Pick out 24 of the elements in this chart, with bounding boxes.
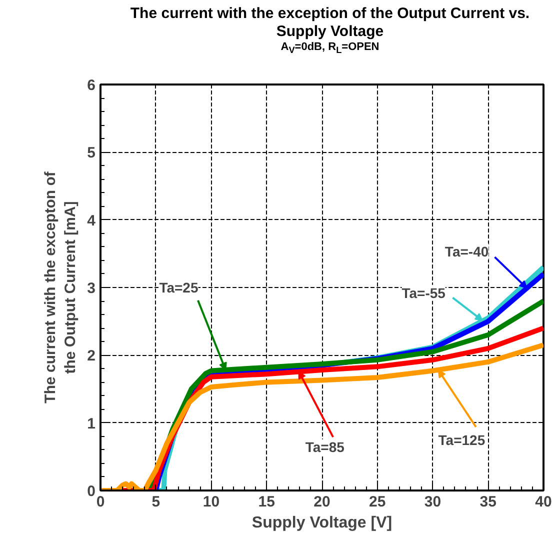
y-tick-label: 4 bbox=[87, 212, 96, 230]
y-tick-label: 2 bbox=[87, 348, 96, 365]
y-tick-label: 3 bbox=[87, 280, 96, 297]
x-tick-label: 10 bbox=[202, 494, 220, 510]
y-tick-label: 6 bbox=[87, 77, 96, 94]
annotation: Ta=25 bbox=[159, 280, 198, 296]
x-tick-label: 15 bbox=[258, 494, 275, 510]
annotation: Ta=125 bbox=[438, 432, 486, 448]
annotation: Ta=-40 bbox=[444, 244, 489, 260]
x-tick-label: 20 bbox=[314, 494, 330, 510]
x-axis-title: Supply Voltage [V] bbox=[252, 514, 392, 532]
x-tick-label: 30 bbox=[424, 494, 442, 510]
x-tick-label: 40 bbox=[535, 494, 552, 510]
chart-title: The current with the exception of the Output Current vs. Supply Voltage bbox=[130, 5, 530, 41]
x-tick-label: 5 bbox=[152, 494, 160, 510]
x-tick-label: 25 bbox=[369, 494, 386, 510]
annotation: Ta=85 bbox=[305, 439, 345, 456]
annotation: Ta=-55 bbox=[402, 284, 446, 301]
y-axis-title: The current with the excepton of the Output Current [mA] bbox=[42, 170, 80, 404]
x-tick-label: 35 bbox=[480, 494, 496, 510]
y-tick-label: 0 bbox=[87, 483, 96, 500]
y-tick-label: 1 bbox=[87, 415, 96, 432]
y-tick-label: 5 bbox=[87, 144, 96, 162]
chart-subtitle: A$_{V}$=0dB, R$_{L}$=OPEN bbox=[280, 41, 380, 56]
